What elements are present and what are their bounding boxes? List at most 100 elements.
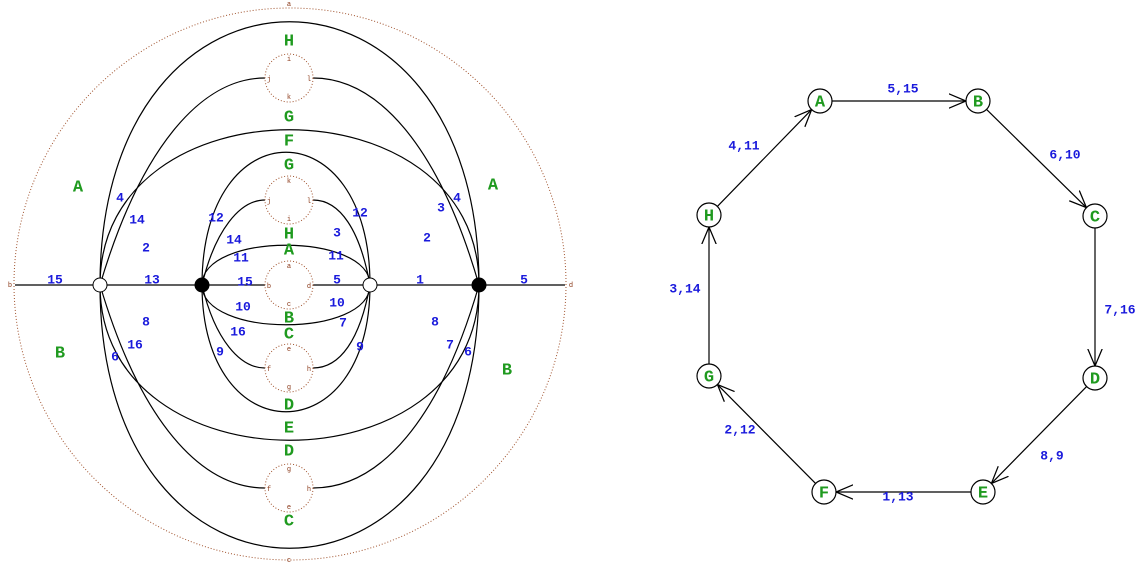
node: [696, 202, 722, 228]
circle-letter: k: [287, 178, 291, 186]
edge-label: 13: [144, 272, 160, 287]
node: [811, 479, 837, 505]
edge-label: 16: [230, 324, 246, 339]
face-label: B: [502, 361, 512, 380]
vertex-white: [92, 277, 108, 293]
edges: [15, 21, 565, 549]
edge: [201, 284, 266, 369]
circle-letter: d: [307, 283, 311, 291]
edge-label: 5,15: [887, 81, 918, 96]
face-label: A: [488, 176, 499, 195]
face-label: F: [284, 132, 294, 151]
node: [1082, 365, 1108, 391]
small-circle: [264, 463, 314, 513]
face-label: D: [284, 396, 294, 415]
circle-letter: g: [287, 466, 291, 474]
small-circle: [264, 343, 314, 393]
face-label: G: [284, 108, 294, 127]
edge-label: 3: [437, 200, 445, 215]
node: [807, 88, 833, 114]
edge: [201, 199, 266, 286]
edge-label: 15: [237, 274, 253, 289]
face-label: G: [284, 156, 294, 175]
circle-letter: i: [287, 56, 291, 64]
circle-letter: j: [267, 76, 271, 84]
face-label: D: [284, 442, 294, 461]
edge-label: 12: [352, 205, 368, 220]
outer-circle: [13, 7, 567, 561]
edge-label: 3: [333, 225, 341, 240]
edge-label: 16: [127, 337, 143, 352]
outer-label: c: [287, 557, 291, 563]
edge-label: 9: [216, 344, 224, 359]
edge-label: 7: [339, 315, 347, 330]
edge-label: 8,9: [1040, 448, 1064, 463]
node: [970, 479, 996, 505]
edge-label: 2: [142, 240, 150, 255]
edge: [201, 244, 371, 286]
circle-letter: g: [287, 384, 291, 392]
vertex-black: [471, 277, 487, 293]
edge: [99, 284, 266, 489]
face-label: B: [55, 344, 65, 363]
edge-label: 7: [446, 337, 454, 352]
right-diagram: A B C D E F G H 5,15 6,10 7,16 8,9 1,13 2,12 3,14 4,11: [669, 81, 1136, 505]
node-label: D: [1090, 370, 1100, 389]
arrow-edge: [986, 108, 1087, 207]
arrow-edge: [991, 386, 1088, 484]
outer-label: a: [287, 1, 291, 9]
edge: [312, 284, 480, 489]
edge-label: 15: [47, 272, 63, 287]
node-label: A: [815, 93, 826, 112]
edge-label: 14: [226, 232, 242, 247]
face-label: H: [284, 32, 294, 51]
edge: [99, 129, 480, 286]
face-label: E: [284, 419, 294, 438]
edge: [99, 284, 480, 441]
edge-label: 9: [356, 339, 364, 354]
face-label: A: [284, 241, 295, 260]
face-label: C: [284, 512, 294, 531]
edge: [201, 284, 371, 413]
arrow-edge: [717, 385, 816, 484]
edge: [312, 77, 480, 286]
edge: [99, 77, 266, 286]
circle-letter: f: [267, 486, 271, 494]
arrow-edge: [716, 110, 811, 207]
edge-label: 4,11: [728, 138, 759, 153]
edge-label: 6: [464, 344, 472, 359]
small-circle: [264, 260, 314, 310]
edge-label: 6: [111, 349, 119, 364]
circle-letter: i: [287, 216, 291, 224]
node: [1082, 203, 1108, 229]
edge-label: 4: [116, 190, 124, 205]
edge-label: 2: [423, 230, 431, 245]
circle-letter: l: [307, 76, 311, 84]
edge-label: 1: [416, 272, 424, 287]
node-label: E: [978, 484, 988, 503]
circle-letter: b: [267, 283, 271, 291]
circle-letter: j: [267, 198, 271, 206]
node: [965, 88, 991, 114]
node: [696, 363, 722, 389]
node-label: B: [973, 93, 983, 112]
edge: [201, 284, 371, 326]
node-label: F: [819, 484, 829, 503]
edge-label: 1,13: [882, 489, 913, 504]
edge-label: 10: [329, 295, 345, 310]
circle-letter: k: [287, 94, 291, 102]
circle-letter: h: [307, 486, 311, 494]
vertex-black: [194, 277, 210, 293]
outer-label: b: [8, 282, 12, 290]
edge: [99, 21, 480, 286]
small-circle: [264, 175, 314, 225]
edge-label: 8: [431, 314, 439, 329]
edge-label: 11: [328, 248, 344, 263]
circle-letter: e: [287, 346, 291, 354]
small-circle: [264, 53, 314, 103]
edge-label: 5: [520, 272, 528, 287]
circle-letter: e: [287, 504, 291, 512]
edge: [312, 199, 371, 286]
edge: [312, 284, 371, 369]
